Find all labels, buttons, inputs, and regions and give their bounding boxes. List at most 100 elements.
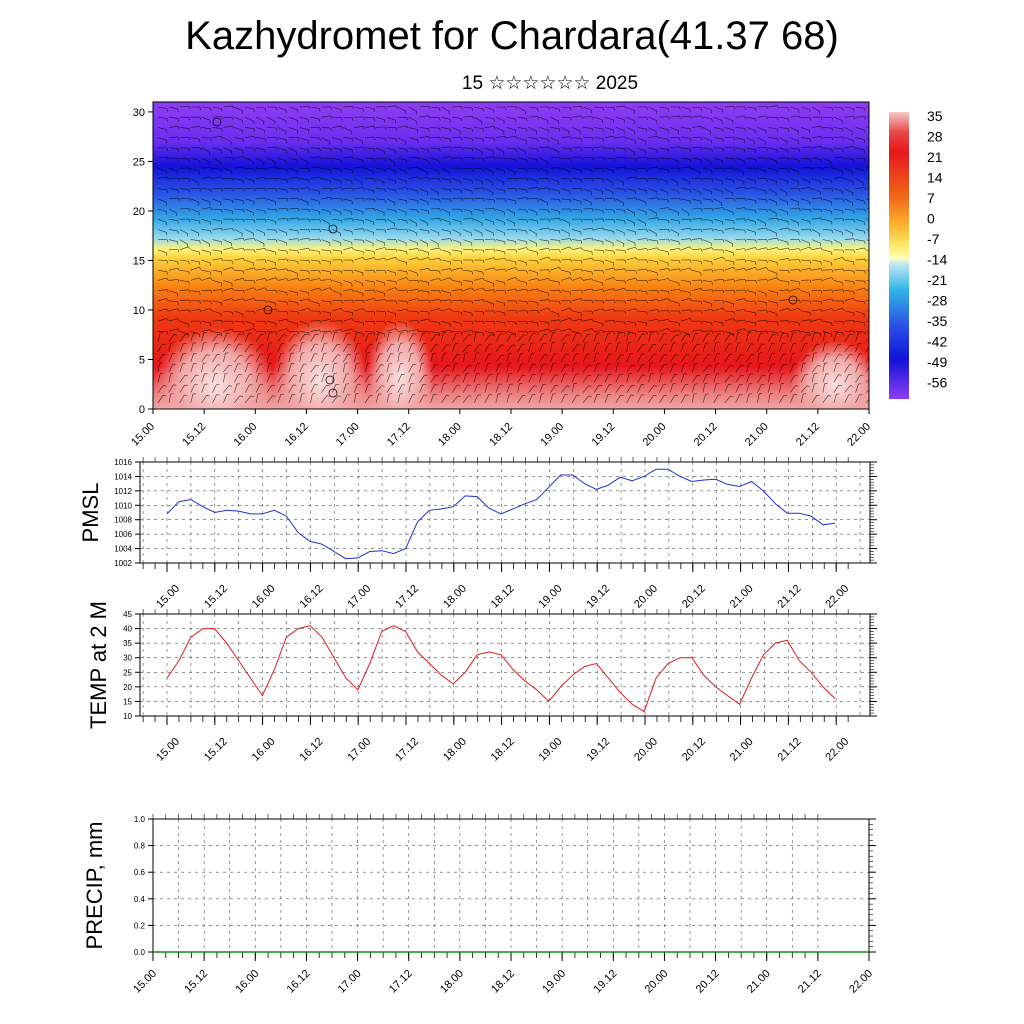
wind-barb [561, 147, 571, 149]
wind-barb-flag [657, 167, 660, 171]
wind-barb-flag [362, 146, 365, 150]
wind-barb [463, 287, 472, 291]
wind-barb [637, 384, 642, 393]
wind-barb-flag [820, 116, 823, 121]
wind-barb [473, 218, 483, 224]
wind-barb [790, 137, 799, 142]
wind-barb-flag [842, 149, 844, 153]
wind-barb-flag [580, 156, 583, 160]
wind-barb-flag [417, 157, 420, 161]
x-tick-label: 18.00 [441, 736, 469, 764]
wind-barb [288, 106, 298, 110]
wind-barb-flag [253, 298, 256, 301]
wind-barb [572, 167, 582, 171]
wind-barb [855, 269, 865, 272]
wind-barb [822, 383, 825, 393]
wind-barb-flag [711, 178, 714, 182]
wind-barb [157, 208, 167, 212]
wind-barb [266, 146, 277, 149]
wind-barb [659, 198, 669, 201]
wind-barb [179, 343, 184, 352]
wind-barb-flag [482, 239, 485, 243]
wind-barb-flag [864, 247, 867, 251]
wind-barb-flag [319, 229, 321, 233]
wind-barb [593, 394, 598, 403]
wind-barb [615, 178, 624, 183]
wind-barb [506, 259, 516, 263]
wind-barb-flag [373, 298, 376, 302]
wind-barb [201, 116, 211, 121]
wind-barb [157, 373, 161, 383]
wind-barb-flag [700, 208, 703, 212]
wind-barb [615, 188, 625, 190]
wind-barb [157, 259, 168, 261]
x-tick-label: 21.00 [745, 968, 773, 996]
wind-barb [779, 343, 783, 352]
wind-barb-flag [493, 156, 496, 160]
wind-barb [386, 393, 390, 403]
wind-barb [866, 167, 869, 169]
wind-barb [397, 343, 401, 352]
wind-barb [364, 333, 369, 342]
wind-barb [266, 395, 273, 403]
wind-barb-flag [661, 372, 665, 374]
wind-barb [179, 188, 189, 190]
wind-barb [790, 329, 800, 332]
wind-barb-flag [162, 354, 166, 356]
wind-barb-flag [831, 166, 834, 170]
wind-barb [539, 116, 549, 121]
wind-barb [179, 280, 189, 282]
wind-barb [288, 116, 298, 121]
wind-barb [822, 249, 832, 253]
wind-barb [702, 289, 713, 291]
wind-barb [561, 127, 570, 132]
wind-barb [702, 147, 712, 150]
wind-barb [212, 208, 222, 210]
wind-barb [517, 363, 522, 373]
wind-barb-flag [362, 251, 364, 255]
wind-barb [561, 246, 570, 251]
wind-barb [615, 268, 625, 271]
wind-barb-flag [678, 220, 680, 225]
wind-barb [245, 237, 255, 240]
wind-barb [386, 269, 396, 274]
wind-barb-flag [384, 158, 387, 162]
wind-barb [801, 259, 811, 262]
wind-barb [506, 239, 516, 242]
y-tick-label: 15 [133, 255, 145, 267]
wind-barb [779, 127, 789, 129]
wind-barb-flag [232, 218, 234, 223]
wind-barb [234, 310, 243, 315]
wind-barb [495, 363, 500, 373]
wind-barb-flag [798, 281, 801, 285]
wind-barb [800, 354, 807, 363]
x-tick-label: 18.00 [441, 583, 469, 611]
wind-barb [212, 249, 222, 252]
wind-barb-flag [166, 189, 168, 193]
wind-barb-flag [744, 149, 746, 153]
wind-barb [157, 249, 167, 254]
wind-barb-flag [715, 342, 719, 344]
wind-barb [245, 167, 255, 170]
wind-barb-flag [744, 248, 747, 252]
wind-barb [223, 280, 232, 284]
wind-barb-flag [864, 322, 866, 326]
wind-barb-flag [667, 149, 669, 153]
wind-barb [735, 127, 745, 129]
wind-barb [768, 343, 772, 352]
wind-barb [288, 167, 298, 172]
wind-barb [855, 374, 861, 383]
wind-barb-flag [395, 105, 398, 109]
wind-barb-flag [417, 149, 419, 153]
wind-barb-flag [504, 290, 507, 294]
wind-barb-flag [831, 269, 834, 273]
wind-barb [484, 289, 495, 291]
wind-barb-flag [253, 187, 256, 191]
wind-barb-flag [569, 238, 572, 242]
wind-barb [343, 333, 347, 342]
wind-barb-flag [646, 268, 649, 272]
wind-barb [757, 343, 763, 352]
wind-barb [462, 395, 469, 403]
wind-barb [343, 394, 348, 403]
wind-barb-flag [199, 220, 201, 225]
